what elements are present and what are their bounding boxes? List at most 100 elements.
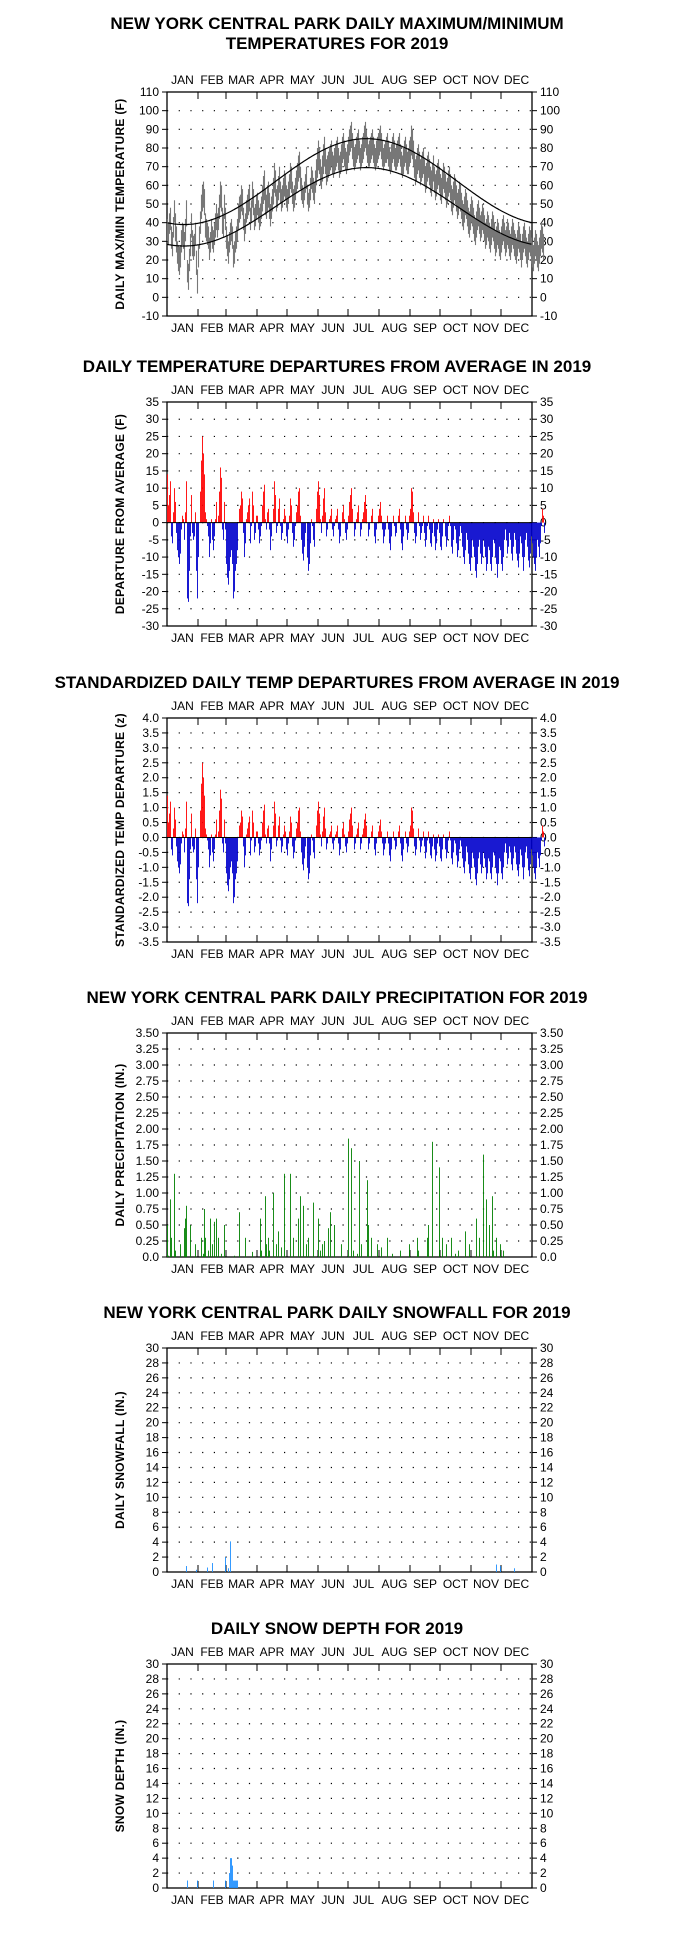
departure-bar xyxy=(261,522,262,527)
z-departure-bar xyxy=(324,807,325,838)
month-label-top: MAY xyxy=(290,1329,315,1343)
z-departure-bar xyxy=(316,825,317,838)
y-tick-label-left: 28 xyxy=(146,1672,160,1686)
departure-bar xyxy=(304,522,305,547)
y-tick-label-left: 18 xyxy=(146,1431,160,1445)
departure-bar xyxy=(450,522,451,527)
departure-bar xyxy=(349,501,350,523)
z-departure-bar xyxy=(375,837,376,856)
z-departure-bar xyxy=(188,837,189,907)
departure-bar xyxy=(495,522,496,558)
y-tick-label-left: 20 xyxy=(146,253,160,267)
precip-bar xyxy=(442,1237,443,1257)
precip-bar xyxy=(167,1225,168,1257)
z-departure-bar xyxy=(435,837,436,862)
departure-bar xyxy=(398,515,399,523)
departure-bar xyxy=(519,522,520,554)
departure-bar xyxy=(524,522,525,558)
y-tick-label-left: 10 xyxy=(146,1490,160,1504)
departure-bar xyxy=(488,522,489,547)
z-departure-bar xyxy=(356,834,357,838)
precip-bar xyxy=(266,1244,267,1257)
precip-bar xyxy=(298,1218,299,1257)
month-label-bottom: JAN xyxy=(171,321,194,335)
z-departure-bar xyxy=(454,837,455,841)
z-departure-bar xyxy=(185,828,186,838)
z-departure-bar xyxy=(256,831,257,838)
y-tick-label-right: 20 xyxy=(540,447,554,461)
z-departure-bar xyxy=(335,834,336,838)
departure-bar xyxy=(499,522,500,547)
y-tick-label-right: 22 xyxy=(540,1717,554,1731)
y-tick-label-right: 3.50 xyxy=(540,1026,564,1040)
departure-bar xyxy=(485,522,486,558)
y-tick-label-left: 24 xyxy=(146,1386,160,1400)
departure-bar xyxy=(510,522,511,540)
month-label-bottom: MAR xyxy=(228,1577,255,1591)
month-label-bottom: FEB xyxy=(200,1262,223,1276)
y-tick-label-left: 0.50 xyxy=(136,1218,160,1232)
z-departure-bar xyxy=(431,837,432,859)
departure-bar xyxy=(302,522,303,554)
y-tick-label-right: 0.50 xyxy=(540,1218,564,1232)
y-tick-label-right: 3.0 xyxy=(540,741,557,755)
y-tick-label-right: 0 xyxy=(540,1881,547,1895)
departure-bar xyxy=(516,522,517,554)
z-departure-bar xyxy=(513,837,514,859)
y-tick-label-right: 12 xyxy=(540,1791,554,1805)
y-tick-label-right: 20 xyxy=(540,1416,554,1430)
z-departure-bar xyxy=(527,837,528,859)
z-departure-bar xyxy=(456,837,457,856)
snowfall-bar xyxy=(207,1567,208,1572)
z-departure-bar xyxy=(200,810,201,838)
precip-bar xyxy=(496,1237,497,1257)
z-departure-bar xyxy=(249,816,250,838)
departure-bar xyxy=(229,522,230,571)
z-departure-bar xyxy=(235,837,236,880)
month-label-bottom: JUL xyxy=(353,321,375,335)
departure-bar xyxy=(167,474,168,523)
precip-bar xyxy=(368,1225,369,1257)
z-departure-bar xyxy=(483,837,484,853)
z-departure-bar xyxy=(300,831,301,838)
precip-bar xyxy=(359,1161,360,1257)
precip-bar xyxy=(308,1237,309,1257)
z-departure-bar xyxy=(522,837,523,868)
month-label-top: OCT xyxy=(443,1645,469,1659)
z-departure-bar xyxy=(337,825,338,838)
y-tick-label-left: 4 xyxy=(152,1535,159,1549)
departure-bar xyxy=(483,522,484,540)
month-label-bottom: FEB xyxy=(200,947,223,961)
departure-bar xyxy=(209,522,210,558)
precip-bar xyxy=(353,1250,354,1257)
y-tick-label-left: 90 xyxy=(146,122,160,136)
y-tick-label-right: 1.0 xyxy=(540,801,557,815)
departure-bar xyxy=(543,515,544,523)
month-label-bottom: FEB xyxy=(200,1893,223,1907)
z-departure-bar xyxy=(361,837,362,844)
departure-bar xyxy=(292,522,293,533)
y-tick-label-right: 20 xyxy=(540,253,554,267)
departure-bar xyxy=(215,519,216,523)
z-departure-bar xyxy=(464,837,465,874)
departure-bar xyxy=(250,522,251,544)
month-label-top: MAY xyxy=(290,699,315,713)
precip-bar xyxy=(324,1241,325,1257)
y-tick-label-left: 12 xyxy=(146,1475,160,1489)
month-label-top: FEB xyxy=(200,1645,223,1659)
z-departure-bar xyxy=(265,834,266,838)
y-tick-label-right: 6 xyxy=(540,1836,547,1850)
departure-bar xyxy=(427,522,428,527)
departure-bar xyxy=(330,515,331,523)
snowfall-bar xyxy=(514,1568,515,1572)
snowfall-bar xyxy=(212,1563,213,1572)
departure-bar xyxy=(438,519,439,523)
y-tick-label-right: 100 xyxy=(540,104,560,118)
z-departure-bar xyxy=(489,837,490,862)
departure-bar xyxy=(445,522,446,537)
z-departure-bar xyxy=(195,828,196,838)
y-tick-label-left: 28 xyxy=(146,1356,160,1370)
z-departure-bar xyxy=(384,837,385,850)
z-departure-bar xyxy=(211,834,212,838)
departure-bar xyxy=(324,488,325,523)
